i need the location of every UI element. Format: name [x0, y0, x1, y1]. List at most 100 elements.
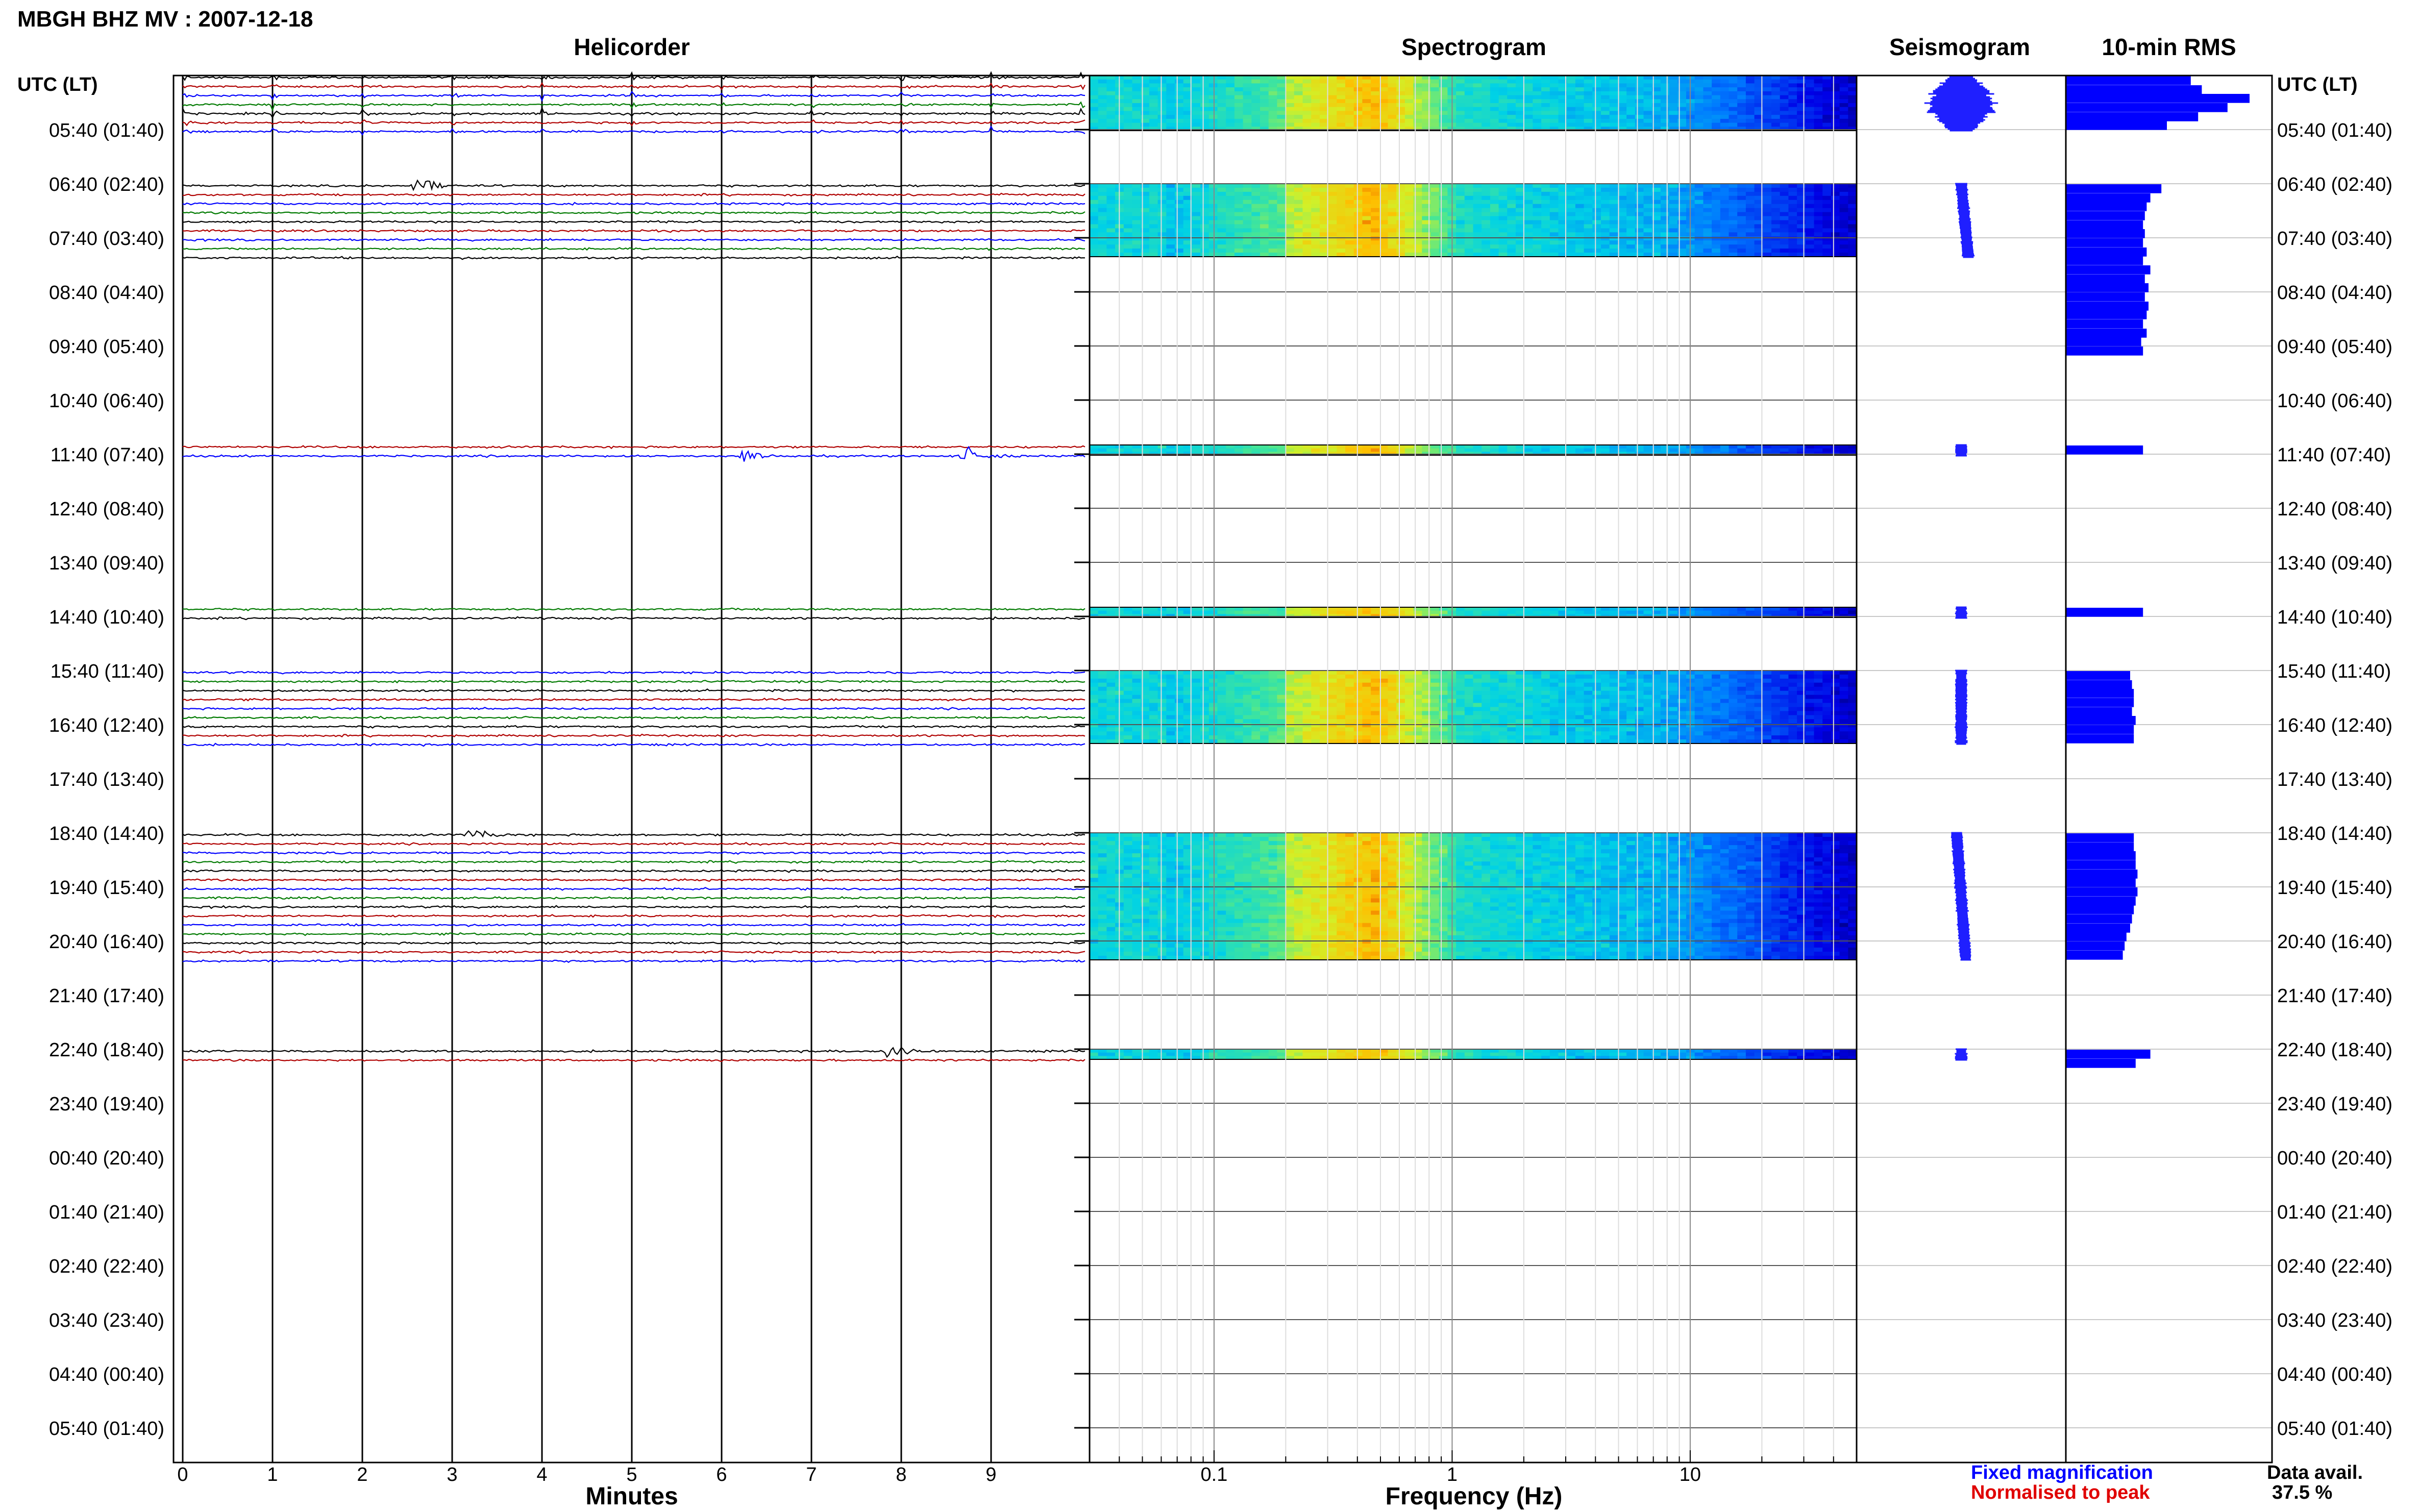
spectrogram-cell — [1379, 695, 1389, 700]
spectrogram-cell — [1294, 445, 1303, 449]
spectrogram-cell — [1533, 111, 1542, 115]
spectrogram-cell — [1745, 103, 1755, 108]
spectrogram-cell — [1618, 727, 1627, 732]
spectrogram-cell — [1268, 678, 1278, 683]
spectrogram-cell — [1788, 715, 1797, 720]
spectrogram-cell — [1745, 703, 1755, 708]
spectrogram-cell — [1175, 187, 1184, 192]
spectrogram-cell — [1422, 187, 1431, 192]
spectrogram-cell — [1286, 122, 1295, 128]
spectrogram-cell — [1549, 195, 1559, 201]
spectrogram-cell — [1371, 686, 1380, 691]
spectrogram-cell — [1712, 115, 1721, 119]
spectrogram-cell — [1200, 723, 1210, 728]
spectrogram-cell — [1592, 610, 1601, 615]
spectrogram-cell — [1643, 707, 1652, 712]
spectrogram-cell — [1404, 228, 1414, 233]
spectrogram-cell — [1618, 445, 1627, 449]
spectrogram-cell — [1575, 76, 1585, 80]
spectrogram-cell — [1337, 224, 1346, 229]
spectrogram-cell — [1337, 191, 1346, 196]
spectrogram-cell — [1311, 224, 1320, 229]
spectrogram-cell — [1660, 236, 1670, 241]
spectrogram-cell — [1584, 448, 1593, 453]
spectrogram-cell — [1388, 115, 1397, 119]
spectrogram-cell — [1456, 686, 1465, 691]
spectrogram-cell — [1626, 682, 1636, 687]
spectrogram-cell — [1703, 122, 1712, 128]
spectrogram-cell — [1302, 204, 1312, 209]
spectrogram-cell — [1226, 715, 1235, 720]
spectrogram-cell — [1626, 184, 1636, 188]
spectrogram-cell — [1217, 204, 1226, 209]
spectrogram-cell — [1635, 686, 1644, 691]
spectrogram-cell — [1098, 686, 1107, 691]
spectrogram-cell — [1771, 253, 1781, 257]
spectrogram-cell — [1439, 76, 1448, 80]
spectrogram-cell — [1422, 91, 1431, 96]
spectrogram-cell — [1839, 204, 1849, 209]
spectrogram-cell — [1388, 87, 1397, 92]
spectrogram-cell — [1192, 191, 1201, 196]
spectrogram-cell — [1771, 244, 1781, 249]
spectrogram-cell — [1328, 690, 1338, 696]
spectrogram-cell — [1396, 723, 1405, 728]
spectrogram-cell — [1260, 727, 1269, 732]
spectrogram-cell — [1404, 735, 1414, 740]
spectrogram-cell — [1277, 191, 1286, 196]
spectrogram-cell — [1575, 118, 1585, 123]
spectrogram-cell — [1430, 224, 1440, 229]
spectrogram-cell — [1251, 690, 1261, 696]
spectrogram-cell — [1814, 244, 1823, 249]
spectrogram-cell — [1286, 127, 1295, 131]
spectrogram-cell — [1149, 253, 1158, 257]
spectrogram-cell — [1090, 200, 1099, 205]
spectrogram-cell — [1507, 711, 1516, 716]
spectrogram-cell — [1848, 236, 1857, 241]
spectrogram-cell — [1592, 103, 1601, 108]
spectrogram-cell — [1132, 228, 1141, 233]
spectrogram-cell — [1473, 445, 1482, 449]
spectrogram-cell — [1507, 735, 1516, 740]
spectrogram-cell — [1669, 448, 1679, 453]
spectrogram-cell — [1618, 707, 1627, 712]
spectrogram-cell — [1141, 671, 1150, 675]
spectrogram-cell — [1805, 244, 1815, 249]
spectrogram-cell — [1839, 232, 1849, 237]
spectrogram-cell — [1277, 445, 1286, 449]
spectrogram-cell — [1200, 610, 1210, 615]
spectrogram-cell — [1703, 686, 1712, 691]
spectrogram-cell — [1780, 253, 1789, 257]
spectrogram-cell — [1149, 674, 1158, 679]
spectrogram-cell — [1482, 699, 1491, 704]
spectrogram-cell — [1763, 127, 1772, 131]
spectrogram-cell — [1217, 220, 1226, 225]
spectrogram-cell — [1788, 216, 1797, 221]
spectrogram-cell — [1618, 118, 1627, 123]
spectrogram-cell — [1720, 236, 1730, 241]
spectrogram-cell — [1268, 184, 1278, 188]
spectrogram-cell — [1396, 695, 1405, 700]
spectrogram-cell — [1788, 690, 1797, 696]
spectrogram-cell — [1822, 719, 1832, 724]
spectrogram-cell — [1217, 195, 1226, 201]
spectrogram-cell — [1541, 107, 1550, 112]
spectrogram-cell — [1720, 695, 1730, 700]
spectrogram-cell — [1200, 212, 1210, 217]
spectrogram-cell — [1243, 200, 1252, 205]
spectrogram-cell — [1157, 249, 1167, 253]
spectrogram-cell — [1337, 731, 1346, 736]
spectrogram-cell — [1669, 76, 1679, 80]
spectrogram-cell — [1592, 204, 1601, 209]
spectrogram-cell — [1319, 727, 1329, 732]
spectrogram-cell — [1268, 607, 1278, 611]
spectrogram-cell — [1524, 79, 1534, 84]
spectrogram-cell — [1490, 83, 1499, 88]
spectrogram-cell — [1243, 699, 1252, 704]
spectrogram-cell — [1848, 79, 1857, 84]
spectrogram-cell — [1771, 607, 1781, 611]
spectrogram-cell — [1737, 671, 1746, 675]
spectrogram-cell — [1379, 91, 1389, 96]
spectrogram-cell — [1379, 240, 1389, 245]
spectrogram-cell — [1694, 232, 1704, 237]
